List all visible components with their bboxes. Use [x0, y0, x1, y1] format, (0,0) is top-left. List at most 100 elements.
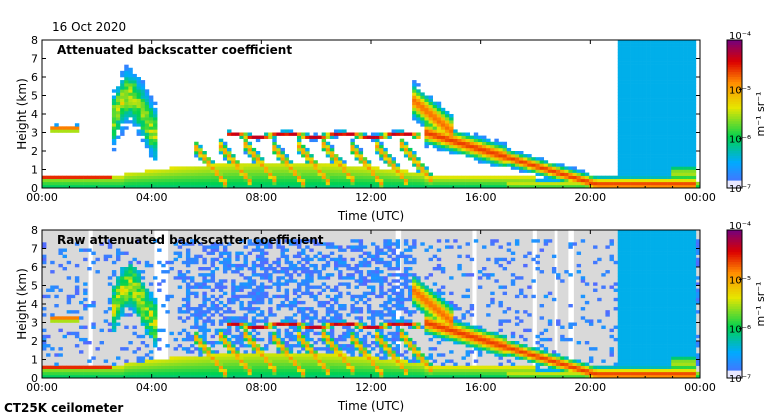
heatmap-cell — [120, 307, 125, 311]
heatmap-cell — [177, 359, 183, 363]
heatmap-cell — [120, 83, 125, 87]
heatmap-cell — [128, 86, 133, 90]
heatmap-cell — [177, 374, 183, 379]
heatmap-cell — [547, 181, 553, 186]
heatmap-cell — [436, 341, 442, 345]
heatmap-cell — [107, 245, 113, 249]
colorbar-swatch — [727, 64, 742, 68]
heatmap-cell — [317, 270, 322, 274]
heatmap-cell — [87, 374, 92, 379]
heatmap-cell — [153, 365, 158, 370]
heatmap-cell — [486, 181, 491, 186]
heatmap-cell — [218, 359, 224, 363]
heatmap-cell — [272, 175, 277, 180]
heatmap-cell — [268, 371, 273, 376]
heatmap-cell — [383, 334, 388, 339]
heatmap-cell — [153, 110, 158, 115]
heatmap-cell — [457, 144, 462, 149]
heatmap-cell — [255, 178, 261, 183]
heatmap-cell — [321, 282, 327, 286]
heatmap-cell — [288, 160, 294, 164]
heatmap-cell — [387, 154, 392, 158]
heatmap-cell — [194, 141, 199, 146]
heatmap-cell — [181, 347, 187, 351]
heatmap-cell — [132, 107, 137, 112]
heatmap-cell — [296, 300, 302, 305]
heatmap-cell — [305, 257, 310, 262]
heatmap-cell — [621, 61, 627, 65]
heatmap-cell — [255, 331, 261, 336]
heatmap-cell — [428, 291, 433, 296]
heatmap-cell — [231, 350, 236, 354]
heatmap-cell — [494, 175, 499, 180]
heatmap-cell — [255, 254, 261, 259]
heatmap-cell — [194, 178, 199, 183]
heatmap-cell — [408, 374, 413, 379]
heatmap-cell — [650, 181, 656, 186]
heatmap-cell — [132, 325, 137, 329]
heatmap-cell — [621, 104, 627, 109]
heatmap-cell — [276, 242, 281, 246]
heatmap-cell — [309, 325, 314, 329]
heatmap-cell — [280, 371, 285, 376]
colorbar-swatch — [727, 131, 742, 135]
heatmap-cell — [198, 341, 203, 345]
heatmap-cell — [177, 368, 183, 373]
heatmap-cell — [251, 242, 257, 246]
heatmap-cell — [165, 374, 170, 379]
heatmap-cell — [83, 337, 88, 342]
x-tick-label: 00:00 — [684, 191, 716, 204]
heatmap-cell — [128, 110, 133, 115]
heatmap-cell — [617, 80, 623, 84]
heatmap-cell — [239, 166, 244, 170]
heatmap-cell — [136, 120, 141, 124]
heatmap-cell — [153, 138, 158, 143]
heatmap-cell — [305, 267, 310, 271]
heatmap-cell — [416, 181, 421, 186]
heatmap-cell — [350, 310, 355, 314]
heatmap-cell — [391, 257, 396, 262]
heatmap-cell — [658, 181, 664, 186]
heatmap-cell — [338, 270, 343, 274]
heatmap-cell — [276, 359, 281, 363]
heatmap-cell — [391, 368, 396, 373]
heatmap-cell — [157, 169, 162, 173]
heatmap-cell — [116, 365, 121, 370]
heatmap-cell — [74, 181, 80, 186]
heatmap-cell — [642, 141, 647, 146]
heatmap-cell — [621, 157, 627, 161]
heatmap-cell — [399, 374, 405, 379]
heatmap-cell — [667, 135, 672, 139]
heatmap-cell — [132, 95, 137, 99]
heatmap-cell — [329, 163, 335, 167]
heatmap-cell — [148, 356, 154, 360]
heatmap-cell — [124, 101, 129, 106]
heatmap-cell — [687, 144, 693, 149]
heatmap-cell — [305, 350, 310, 354]
heatmap-cell — [276, 307, 281, 311]
heatmap-cell — [202, 310, 207, 314]
heatmap-cell — [284, 374, 290, 379]
heatmap-cell — [264, 353, 269, 357]
heatmap-cell — [165, 362, 170, 366]
heatmap-cell — [251, 263, 257, 268]
heatmap-cell — [74, 316, 80, 320]
heatmap-cell — [231, 172, 236, 176]
heatmap-cell — [235, 365, 240, 370]
heatmap-cell — [621, 83, 627, 87]
heatmap-cell — [494, 181, 499, 186]
heatmap-cell — [556, 175, 561, 180]
heatmap-cell — [210, 371, 216, 376]
heatmap-cell — [132, 331, 137, 336]
heatmap-cell — [387, 163, 392, 167]
heatmap-cell — [284, 157, 290, 161]
heatmap-cell — [198, 181, 203, 186]
heatmap-cell — [408, 285, 413, 289]
heatmap-cell — [58, 316, 63, 320]
heatmap-cell — [346, 181, 351, 186]
heatmap-cell — [91, 175, 96, 180]
heatmap-cell — [416, 114, 421, 118]
heatmap-cell — [153, 157, 158, 161]
heatmap-cell — [255, 374, 261, 379]
heatmap-cell — [671, 61, 676, 65]
